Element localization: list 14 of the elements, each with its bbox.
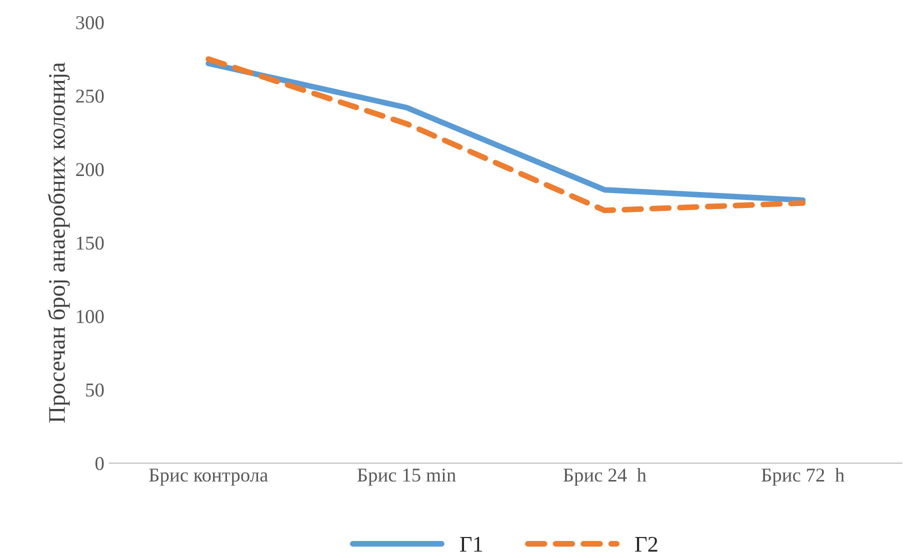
legend-label: Г2 <box>635 536 658 552</box>
y-axis-title: Просечан број анаеробних колонија <box>48 62 70 423</box>
legend-label: Г1 <box>460 536 482 552</box>
y-tick-label: 300 <box>76 16 104 30</box>
y-tick-label: 100 <box>77 310 104 324</box>
x-tick-label: Брис 15 min <box>357 468 456 486</box>
x-tick-label: Брис 24 h <box>563 468 646 486</box>
y-tick-label: 0 <box>95 456 104 470</box>
y-tick-label: 200 <box>76 163 104 176</box>
x-tick-label: Брис 72 h <box>762 468 844 486</box>
y-tick-label: 50 <box>86 383 104 397</box>
x-tick-label: Брис контрола <box>149 468 268 486</box>
y-tick-label: 150 <box>77 236 104 250</box>
y-tick-label: 250 <box>76 90 104 103</box>
